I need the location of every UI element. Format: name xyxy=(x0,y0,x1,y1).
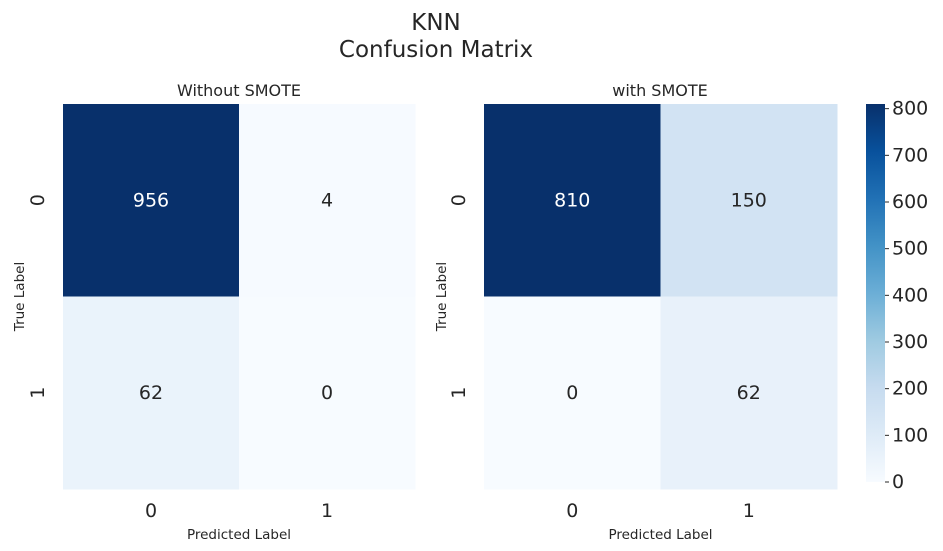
heatmap-cell xyxy=(660,296,838,490)
colorbar: 0 100 200 300 400 500 600 700 800 xyxy=(866,98,928,493)
heatmap-cell xyxy=(63,104,240,297)
cell-value-label: 956 xyxy=(133,189,169,211)
cell-value-label: 0 xyxy=(321,382,333,404)
colorbar-tick-label: 600 xyxy=(892,191,928,213)
colorbar-tick-label: 0 xyxy=(892,471,904,493)
cell-value-label: 0 xyxy=(566,382,578,404)
colorbar-gradient xyxy=(866,104,885,482)
colorbar-tick-label: 100 xyxy=(892,424,928,446)
heatmap-panel-2: with SMOTE 810 150 0 62 0 1 0 1 Predicted Label Tr… xyxy=(434,81,838,543)
heatmap-cell xyxy=(239,104,416,297)
x-tick-label: 1 xyxy=(743,500,755,522)
colorbar-tick-label: 200 xyxy=(892,378,928,400)
cell-value-label: 150 xyxy=(731,189,767,211)
panel-title: with SMOTE xyxy=(612,81,707,100)
x-tick-label: 1 xyxy=(321,500,333,522)
panel-title: Without SMOTE xyxy=(177,81,301,100)
y-tick-label: 0 xyxy=(448,194,470,206)
figure-title: KNN xyxy=(411,10,461,36)
x-axis-label: Predicted Label xyxy=(608,527,712,543)
cell-value-label: 810 xyxy=(554,189,590,211)
x-axis-label: Predicted Label xyxy=(187,527,291,543)
heatmap-cell xyxy=(660,104,838,297)
figure-subtitle: Confusion Matrix xyxy=(339,37,533,63)
heatmap-cell xyxy=(484,296,661,490)
y-tick-label: 1 xyxy=(27,387,49,399)
colorbar-tick-label: 300 xyxy=(892,331,928,353)
heatmap-panel-1: Without SMOTE 956 4 62 0 0 1 0 1 Predicted Label T… xyxy=(12,81,416,543)
heatmap-cell xyxy=(239,296,416,490)
colorbar-tick-label: 400 xyxy=(892,284,928,306)
x-tick-label: 0 xyxy=(566,500,578,522)
y-tick-label: 1 xyxy=(448,387,470,399)
cell-value-label: 62 xyxy=(737,382,761,404)
heatmap-cell xyxy=(484,104,661,297)
heatmap-cell xyxy=(63,296,240,490)
x-tick-label: 0 xyxy=(145,500,157,522)
colorbar-tick-label: 800 xyxy=(892,98,928,120)
heatmap-panels: Without SMOTE 956 4 62 0 0 1 0 1 Predicted Label T… xyxy=(12,81,838,543)
colorbar-tick-label: 500 xyxy=(892,238,928,260)
colorbar-tick-label: 700 xyxy=(892,144,928,166)
cell-value-label: 4 xyxy=(321,189,333,211)
y-axis-label: True Label xyxy=(434,262,450,332)
y-axis-label: True Label xyxy=(12,262,28,332)
cell-value-label: 62 xyxy=(139,382,163,404)
y-tick-label: 0 xyxy=(27,194,49,206)
